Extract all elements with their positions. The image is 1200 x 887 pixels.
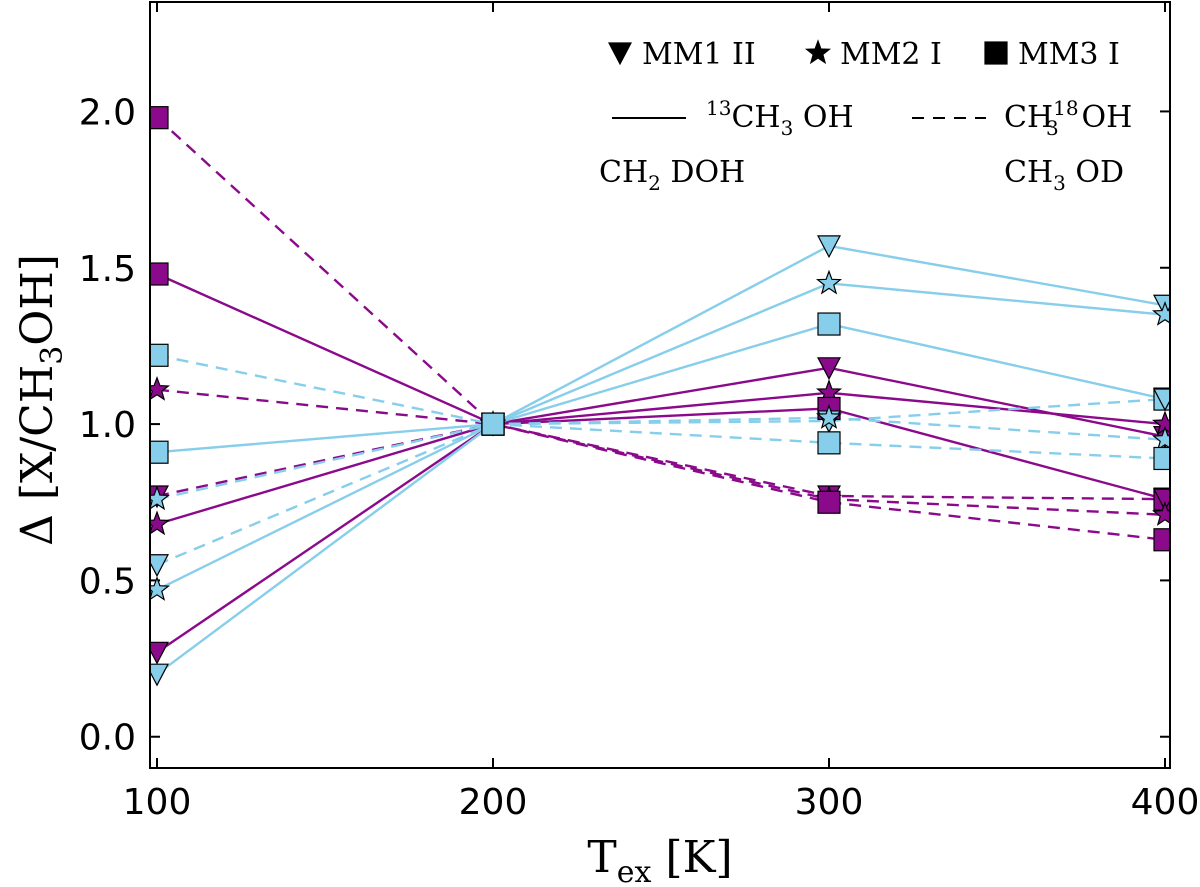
series-line — [156, 366, 1166, 654]
plot-frame — [149, 1, 1171, 769]
data-point-star-marker — [815, 269, 843, 295]
data-point-triangle-down-marker — [150, 554, 169, 578]
legend-13ch3oh-ch: CH — [731, 100, 780, 135]
legend-ch318oh-ch: CH — [1004, 100, 1053, 135]
data-point-triangle-down-marker — [817, 357, 841, 381]
series-markers — [150, 106, 1170, 687]
y-tick-label: 1.0 — [79, 405, 136, 446]
data-point-square — [817, 431, 841, 455]
legend-ch318oh-sup: 18 — [1053, 96, 1078, 120]
x-label-sub: ex — [617, 855, 652, 887]
x-tick-label: 200 — [459, 782, 528, 823]
data-point-square — [150, 262, 169, 286]
data-point-star-marker — [1151, 501, 1170, 526]
legend: MM1 II MM2 I MM3 I 13CH3 OH CH18 3 OH CH2 D… — [599, 37, 1132, 195]
legend-ch2doh-ch: CH — [599, 155, 648, 190]
data-point-star-marker — [150, 485, 171, 511]
legend-ch3od-ch: CH — [1004, 155, 1053, 190]
legend-sources: MM1 II MM2 I MM3 I — [608, 37, 1120, 72]
y-label-part1: Δ [X/CH — [12, 365, 63, 546]
data-point-star-marker — [815, 404, 843, 429]
y-label-part2: OH] — [12, 254, 63, 346]
legend-ch3od-rest: OD — [1066, 155, 1124, 190]
legend-ch3od-label: CH3 OD — [1004, 155, 1124, 195]
x-label-main: T — [587, 832, 616, 883]
data-point-star-marker — [1151, 300, 1170, 326]
legend-source-label: MM2 I — [840, 37, 942, 72]
legend-square-marker — [984, 41, 1008, 65]
data-point-triangle-down-marker — [1153, 388, 1170, 412]
x-tick-label: 400 — [1131, 782, 1200, 823]
y-axis-label: Δ [X/CH3OH] — [12, 254, 70, 546]
series-line — [156, 282, 1166, 591]
legend-triangle-down-marker — [608, 42, 632, 66]
data-point-star-marker — [150, 510, 171, 536]
legend-source-label: MM1 II — [642, 37, 756, 72]
series-line — [156, 244, 1166, 676]
data-point-triangle-down-marker — [150, 641, 169, 665]
y-tick-label: 1.5 — [79, 249, 136, 290]
y-tick-label: 0.5 — [79, 561, 136, 602]
data-point-square — [481, 412, 505, 436]
series-line — [156, 416, 1166, 501]
series-line — [156, 422, 1166, 501]
series-line — [156, 397, 1166, 566]
x-axis-label: Tex [K] — [587, 832, 732, 887]
legend-ch2doh-label: CH2 DOH — [599, 155, 745, 195]
legend-ch318oh-oh: OH — [1072, 100, 1132, 135]
legend-13ch3oh-oh: OH — [793, 100, 853, 135]
legend-13ch3oh-sub: 3 — [781, 116, 794, 140]
series-line — [156, 391, 1166, 526]
series-line — [156, 272, 1166, 501]
data-point-square — [1153, 446, 1170, 471]
data-point-star-marker — [150, 375, 171, 401]
data-point-square — [150, 440, 169, 464]
y-label-sub: 3 — [35, 346, 70, 365]
x-tick-label: 300 — [795, 782, 864, 823]
y-tick-label: 0.0 — [79, 718, 136, 759]
series-line — [156, 388, 1166, 516]
data-point-square — [1153, 528, 1170, 552]
series-line — [156, 322, 1166, 454]
legend-ch2doh-sub: 2 — [648, 171, 661, 195]
tick-labels: 0.0 0.5 1.0 1.5 2.0 100 200 300 400 — [79, 92, 1200, 823]
data-point-triangle-down-marker — [150, 663, 169, 687]
legend-source-label: MM3 I — [1018, 37, 1120, 72]
data-point-triangle-down-marker — [817, 235, 841, 259]
legend-ch318oh-label: CH18 3 OH — [1004, 96, 1132, 140]
y-tick-label: 2.0 — [79, 92, 136, 133]
series-line — [156, 116, 1166, 541]
data-point-square — [817, 490, 841, 514]
legend-ch2doh-rest: DOH — [661, 155, 745, 190]
legend-ch3od-sub: 3 — [1053, 171, 1066, 195]
data-point-square — [150, 106, 169, 130]
data-point-square — [150, 343, 169, 367]
data-point-star-marker — [150, 576, 171, 601]
series-line — [156, 354, 1166, 460]
x-label-unit: [K] — [651, 832, 732, 883]
x-tick-label: 100 — [123, 782, 192, 823]
data-point-star-marker — [1151, 425, 1170, 451]
legend-13ch3oh-sup: 13 — [706, 96, 731, 120]
legend-ch318oh-sub: 3 — [1046, 116, 1059, 140]
legend-star-marker — [804, 39, 832, 65]
data-point-square — [817, 312, 841, 336]
series-lines — [156, 116, 1166, 676]
legend-13ch3oh-label: 13CH3 OH — [706, 96, 854, 140]
